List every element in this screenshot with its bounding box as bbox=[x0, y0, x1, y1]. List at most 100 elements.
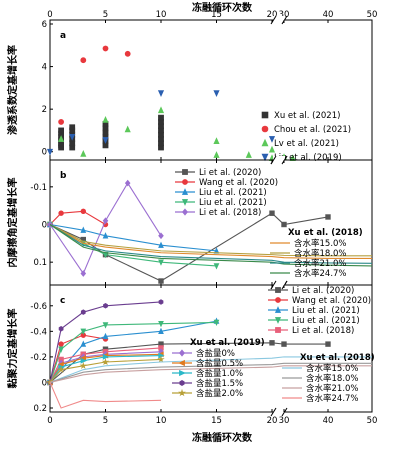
data-point bbox=[158, 232, 164, 240]
legend: Xu et al. (2021) Chou et al. (2021) Lv et … bbox=[261, 111, 351, 163]
legend-marker bbox=[179, 349, 185, 357]
data-point bbox=[124, 125, 131, 133]
data-point bbox=[157, 355, 165, 363]
x-tick-label-bottom: 5 bbox=[103, 416, 108, 426]
legend: Li et al. (2020)Wang et al. (2020)Liu et… bbox=[172, 286, 375, 404]
data-point bbox=[80, 57, 87, 64]
y-tick-label: 0.1 bbox=[33, 258, 47, 268]
series-6 bbox=[46, 351, 164, 386]
legend-group-title: Xu et al. (2019) bbox=[190, 338, 265, 348]
legend-marker bbox=[179, 369, 186, 377]
y-tick-label: 0.2 bbox=[33, 404, 47, 414]
series-6 bbox=[49, 224, 372, 257]
axis-break-gap bbox=[273, 281, 285, 289]
data-point bbox=[213, 90, 220, 98]
legend-label: 含水率21.0% bbox=[306, 383, 359, 394]
data-point bbox=[281, 341, 287, 347]
legend-marker bbox=[275, 327, 281, 333]
legend-marker bbox=[261, 125, 269, 133]
x-tick-label-bottom: 15 bbox=[211, 416, 222, 426]
data-point bbox=[269, 340, 275, 346]
legend-marker bbox=[275, 287, 281, 293]
data-point bbox=[157, 106, 165, 114]
data-point bbox=[102, 332, 109, 340]
data-point bbox=[58, 210, 64, 216]
legend-marker bbox=[182, 208, 188, 216]
data-point bbox=[325, 341, 331, 347]
data-point bbox=[58, 346, 64, 353]
series-2 bbox=[58, 106, 296, 162]
data-point bbox=[58, 119, 64, 125]
series-1 bbox=[58, 45, 131, 125]
y-tick-label: -0.1 bbox=[30, 183, 47, 193]
legend-marker bbox=[178, 388, 186, 397]
legend-marker bbox=[274, 317, 282, 324]
series-8 bbox=[49, 224, 373, 267]
data-point bbox=[58, 341, 64, 347]
legend-label: 含盐量1.5% bbox=[196, 378, 243, 389]
legend-label: Li et al. (2020) bbox=[292, 286, 354, 296]
data-point bbox=[101, 358, 110, 366]
legend-marker bbox=[275, 297, 281, 303]
legend-group-title: Xu et al. (2018) bbox=[288, 228, 363, 238]
series-0 bbox=[58, 114, 164, 151]
y-tick-label: 4 bbox=[42, 63, 47, 73]
y-tick-label: 2 bbox=[42, 105, 47, 115]
legend-label: 含水率18.0% bbox=[306, 373, 359, 384]
legend-marker bbox=[261, 138, 269, 147]
data-point bbox=[80, 208, 87, 215]
panel-label: b bbox=[60, 171, 67, 181]
legend-marker bbox=[261, 153, 269, 162]
x-tick-label-top: 5 bbox=[103, 10, 108, 20]
data-point bbox=[102, 322, 109, 329]
series-line bbox=[49, 362, 372, 383]
data-point bbox=[158, 320, 164, 328]
series-line bbox=[49, 224, 373, 267]
data-point bbox=[102, 354, 110, 360]
legend-label: Wang et al. (2020) bbox=[199, 178, 278, 188]
data-point bbox=[102, 45, 109, 52]
data-point bbox=[58, 326, 64, 332]
data-point bbox=[80, 150, 87, 157]
legend-label: 含水率18.0% bbox=[294, 248, 347, 259]
legend: Li et al. (2020)Wang et al. (2020)Liu et… bbox=[175, 168, 363, 279]
series-4 bbox=[47, 179, 164, 277]
data-point bbox=[69, 124, 76, 131]
series-1 bbox=[47, 208, 109, 228]
legend-marker bbox=[179, 380, 185, 386]
legend-label: 含盐量0.5% bbox=[196, 358, 243, 369]
y-tick-label: -0.6 bbox=[30, 302, 47, 312]
data-point bbox=[268, 145, 276, 153]
legend-label: Liu et al. (2021) bbox=[292, 306, 360, 316]
x-tick-label-top: 30 bbox=[279, 10, 290, 20]
data-point bbox=[57, 365, 65, 373]
series-13 bbox=[49, 382, 162, 409]
data-point bbox=[325, 214, 331, 220]
data-point bbox=[58, 127, 64, 134]
legend-label: Li et al. (2018) bbox=[292, 326, 354, 336]
data-point bbox=[158, 278, 164, 284]
legend-label: 含盐量1.0% bbox=[196, 368, 243, 379]
series-11 bbox=[49, 362, 372, 383]
top-axis-label: 冻融循环次数 bbox=[192, 1, 253, 14]
x-tick-label-bottom: 40 bbox=[323, 416, 334, 426]
legend-label: 含盐量0% bbox=[196, 348, 235, 359]
x-tick-label-top: 40 bbox=[323, 10, 334, 20]
x-tick-label-bottom: 20 bbox=[267, 416, 278, 426]
data-point bbox=[80, 270, 87, 277]
legend-label: Liu et al. (2021) bbox=[199, 188, 267, 198]
data-point bbox=[269, 210, 275, 216]
data-point bbox=[157, 90, 165, 98]
x-tick-label-top: 20 bbox=[267, 10, 278, 20]
data-point bbox=[80, 226, 87, 233]
series-line bbox=[49, 382, 162, 409]
x-tick-label-top: 0 bbox=[47, 10, 52, 20]
legend-marker bbox=[274, 306, 282, 313]
series-line bbox=[49, 321, 217, 383]
series-line bbox=[49, 365, 372, 383]
legend-label: Li et al. (2020) bbox=[199, 168, 261, 178]
data-point bbox=[102, 115, 109, 123]
y-tick-label: 0 bbox=[42, 378, 47, 388]
x-tick-label-bottom: 30 bbox=[279, 416, 290, 426]
legend-label: 含水率24.7% bbox=[306, 393, 359, 404]
